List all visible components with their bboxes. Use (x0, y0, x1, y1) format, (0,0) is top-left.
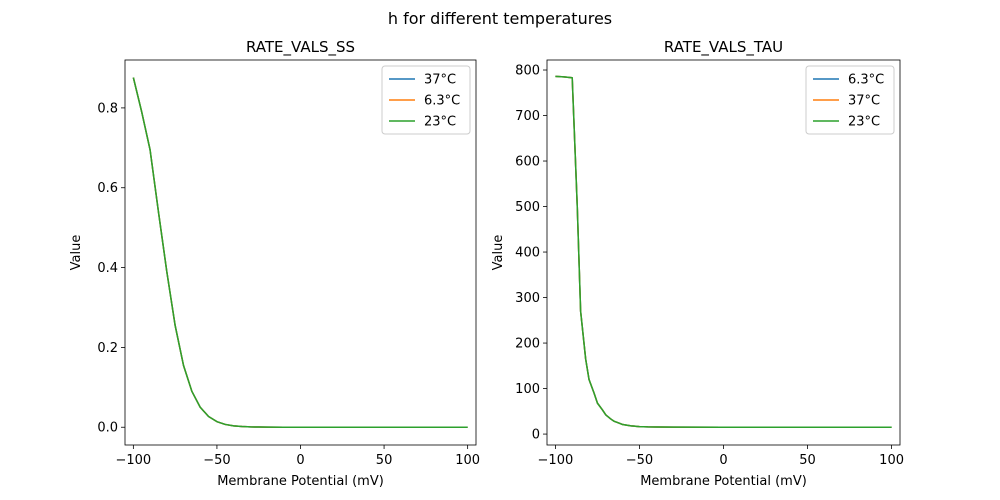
legend-label: 6.3°C (848, 73, 884, 88)
series-line (132, 77, 468, 428)
y-tick-label: 700 (515, 109, 540, 124)
y-tick-label: 0.4 (97, 261, 118, 276)
legend-box (381, 65, 471, 135)
x-tick-label: 50 (376, 453, 393, 468)
series-line (555, 75, 892, 428)
legend: 37°C 6.3°C 23°C (381, 65, 471, 135)
series-lines (555, 75, 892, 428)
legend-label: 6.3°C (424, 94, 460, 109)
x-axis-label: Membrane Potential (mV) (217, 474, 384, 489)
x-tick-label: 50 (799, 453, 816, 468)
x-tick-label: 100 (879, 453, 904, 468)
legend-label: 37°C (424, 73, 456, 88)
y-tick-label: 0.0 (97, 421, 118, 436)
y-tick-label: 0.2 (97, 341, 118, 356)
subplot-title: RATE_VALS_SS (246, 38, 355, 57)
x-tick-label: −50 (626, 453, 653, 468)
y-tick-label: 0 (532, 428, 540, 443)
figure-suptitle: h for different temperatures (388, 9, 612, 28)
legend-label: 37°C (848, 94, 880, 109)
series-lines (132, 77, 468, 428)
x-axis-label: Membrane Potential (mV) (640, 474, 807, 489)
y-tick-label: 500 (515, 200, 540, 215)
x-tick-label: −50 (203, 453, 230, 468)
y-tick-label: 400 (515, 246, 540, 261)
x-tick-label: 100 (455, 453, 480, 468)
x-tick-label: −100 (115, 453, 151, 468)
legend: 6.3°C 37°C 23°C (805, 65, 895, 135)
x-tick-label: 0 (296, 453, 304, 468)
y-tick-label: 100 (515, 382, 540, 397)
y-tick-label: 800 (515, 64, 540, 79)
right-subplot: RATE_VALS_TAU −100 −50 0 50 100 0 100 200 300 400 5… (491, 38, 904, 489)
legend-label: 23°C (424, 115, 456, 130)
y-axis-label: Value (69, 235, 84, 271)
legend-box (805, 65, 895, 135)
subplot-title: RATE_VALS_TAU (664, 38, 783, 57)
y-tick-label: 600 (515, 155, 540, 170)
y-tick-label: 200 (515, 337, 540, 352)
y-axis-label: Value (491, 235, 506, 271)
y-tick-label: 300 (515, 291, 540, 306)
y-tick-label: 0.8 (97, 101, 118, 116)
y-tick-label: 0.6 (97, 181, 118, 196)
x-tick-label: 0 (719, 453, 727, 468)
x-tick-label: −100 (538, 453, 574, 468)
left-subplot: RATE_VALS_SS −100 −50 0 50 100 0.0 0.2 0.4 0.6 0.8… (69, 38, 480, 489)
legend-label: 23°C (848, 115, 880, 130)
